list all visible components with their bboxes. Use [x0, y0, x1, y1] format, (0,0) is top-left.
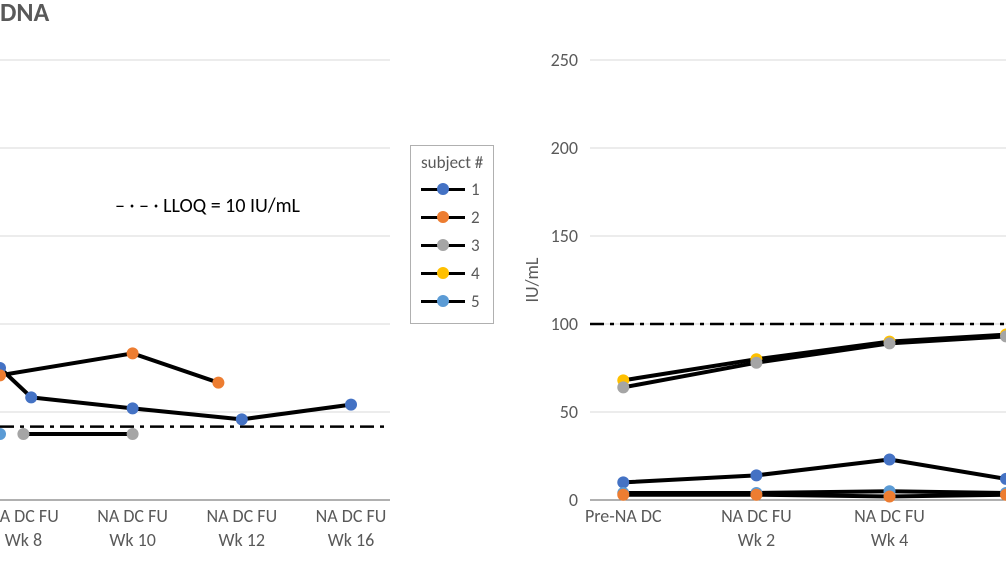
x-tick-top: NA DC FU [206, 505, 277, 527]
right-chart: 050100150200250IU/mLPre-NA DCNA DC FUWk … [506, 0, 1006, 566]
lloq-label: – · – · LLOQ = 10 IU/mL [115, 194, 301, 218]
legend-item-1: 1 [421, 175, 483, 203]
x-tick-top: NA DC FU [316, 505, 387, 527]
legend-label: 3 [471, 235, 480, 256]
x-tick-bottom: Wk 8 [5, 529, 42, 551]
legend-label: 5 [471, 291, 480, 312]
legend-label: 1 [471, 179, 480, 200]
legend-item-5: 5 [421, 287, 483, 315]
legend-box: subject # 1 2 3 4 5 [410, 145, 494, 324]
x-tick-top: NA DC FU [97, 505, 168, 527]
y-tick-label: 200 [551, 137, 578, 159]
legend-item-4: 4 [421, 259, 483, 287]
x-tick-bottom: Wk 16 [328, 529, 375, 551]
x-tick-bottom: Wk 12 [219, 529, 266, 551]
legend-label: 4 [471, 263, 480, 284]
y-tick-label: 100 [551, 313, 578, 335]
legend-item-2: 2 [421, 203, 483, 231]
x-tick-bottom: Wk 4 [871, 529, 908, 551]
y-tick-label: 150 [551, 225, 578, 247]
x-tick-top: NA DC FU [0, 505, 59, 527]
y-tick-label: 0 [569, 489, 578, 511]
left-chart: – · – · LLOQ = 10 IU/mLNA DC FUWk 8NA DC… [0, 0, 410, 566]
x-tick-bottom: Wk 10 [109, 529, 156, 551]
y-axis-label: IU/mL [521, 257, 543, 302]
legend-label: 2 [471, 207, 480, 228]
y-tick-label: 250 [551, 49, 578, 71]
x-tick-bottom: Wk 2 [738, 529, 775, 551]
x-tick-top: NA DC FU [854, 505, 925, 527]
y-tick-label: 50 [560, 401, 578, 423]
x-tick-top: Pre-NA DC [585, 505, 662, 527]
x-tick-top: NA DC FU [721, 505, 792, 527]
legend-title: subject # [421, 152, 483, 173]
legend-item-3: 3 [421, 231, 483, 259]
